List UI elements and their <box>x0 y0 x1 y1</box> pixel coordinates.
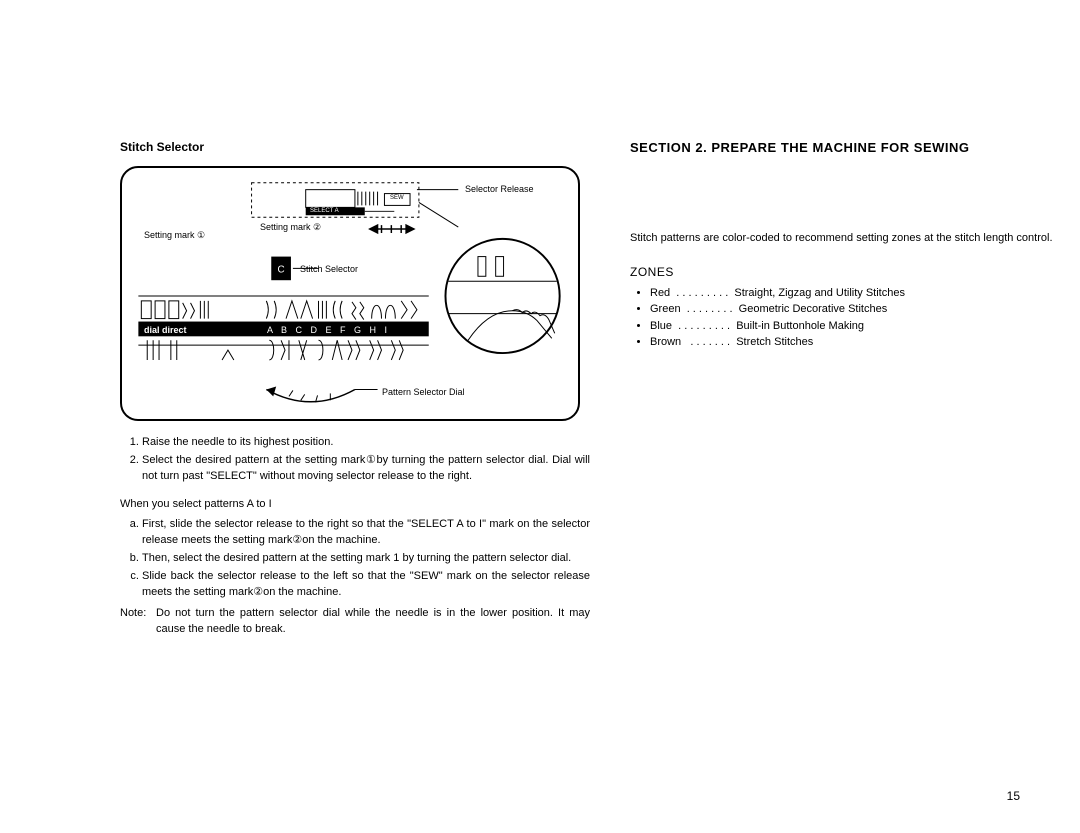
select-ai-subhead: When you select patterns A to I <box>120 497 590 513</box>
page-number: 15 <box>1007 789 1020 803</box>
step-c: Slide back the selector release to the l… <box>142 569 590 601</box>
left-column: Stitch Selector <box>120 140 590 638</box>
label-selector-release: Selector Release <box>465 184 534 194</box>
zone-blue: Blue . . . . . . . . . Built-in Buttonho… <box>650 318 1060 335</box>
section-header: SECTION 2. PREPARE THE MACHINE FOR SEWIN… <box>630 140 1060 155</box>
bar-dial-direct: dial direct <box>144 325 187 335</box>
select-a-label: SELECT A <box>310 208 339 214</box>
svg-text:C: C <box>278 264 285 275</box>
note-text: Do not turn the pattern selector dial wh… <box>156 606 590 638</box>
label-setting-mark-1: Setting mark ① <box>144 230 205 241</box>
zone-green: Green . . . . . . . . Geometric Decorati… <box>650 301 1060 318</box>
zones-intro: Stitch patterns are color-coded to recom… <box>630 231 1060 247</box>
zone-red: Red . . . . . . . . . Straight, Zigzag a… <box>650 285 1060 302</box>
step-a: First, slide the selector release to the… <box>142 517 590 549</box>
label-setting-mark-2: Setting mark ② <box>260 222 321 233</box>
step-b: Then, select the desired pattern at the … <box>142 551 590 567</box>
step-2: Select the desired pattern at the settin… <box>142 453 590 485</box>
right-column: SECTION 2. PREPARE THE MACHINE FOR SEWIN… <box>630 140 1060 638</box>
bar-letters: A B C D E F G H I <box>267 325 390 335</box>
sew-label: SEW <box>390 195 404 201</box>
note-label: Note: <box>120 606 156 638</box>
stitch-selector-diagram: C <box>120 166 580 421</box>
zone-list: Red . . . . . . . . . Straight, Zigzag a… <box>630 285 1060 351</box>
zone-brown: Brown . . . . . . . Stretch Stitches <box>650 334 1060 351</box>
label-pattern-dial: Pattern Selector Dial <box>382 387 465 397</box>
lettered-steps: First, slide the selector release to the… <box>120 517 590 601</box>
numbered-steps: Raise the needle to its highest position… <box>120 435 590 485</box>
instructions-block: Raise the needle to its highest position… <box>120 435 590 638</box>
step-1: Raise the needle to its highest position… <box>142 435 590 451</box>
zones-title: ZONES <box>630 265 1060 279</box>
label-stitch-selector: Stitch Selector <box>300 264 358 274</box>
stitch-selector-title: Stitch Selector <box>120 140 590 154</box>
